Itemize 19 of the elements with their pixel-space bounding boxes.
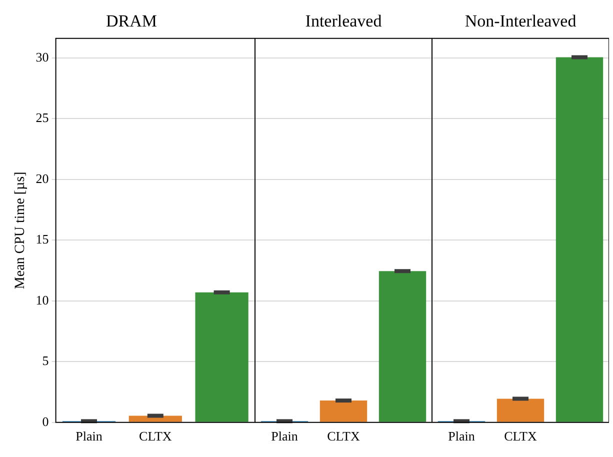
x-tick-label: CLTX [139,428,172,444]
y-tick-label: 30 [36,49,49,64]
bar [195,292,248,422]
y-axis-title: Mean CPU time [µs] [13,172,28,290]
y-tick-label: 25 [36,110,49,126]
y-tick-label: 0 [42,414,49,429]
x-tick-label: Plain [271,428,298,444]
y-tick-label: 20 [36,170,49,186]
x-tick-label: Plain [76,428,103,444]
x-tick-label: CLTX [327,428,360,444]
y-tick-label: 5 [42,353,49,368]
bar [128,416,182,422]
chart-title: DRAM [106,12,158,31]
x-tick-label: Plain [448,428,476,444]
y-tick-label: 15 [36,232,49,247]
x-tick-label: CLTX [504,428,538,444]
y-tick-label: 10 [36,292,49,308]
chart-title: Interleaved [305,12,382,31]
chart-title: Non-Interleaved [464,12,577,31]
